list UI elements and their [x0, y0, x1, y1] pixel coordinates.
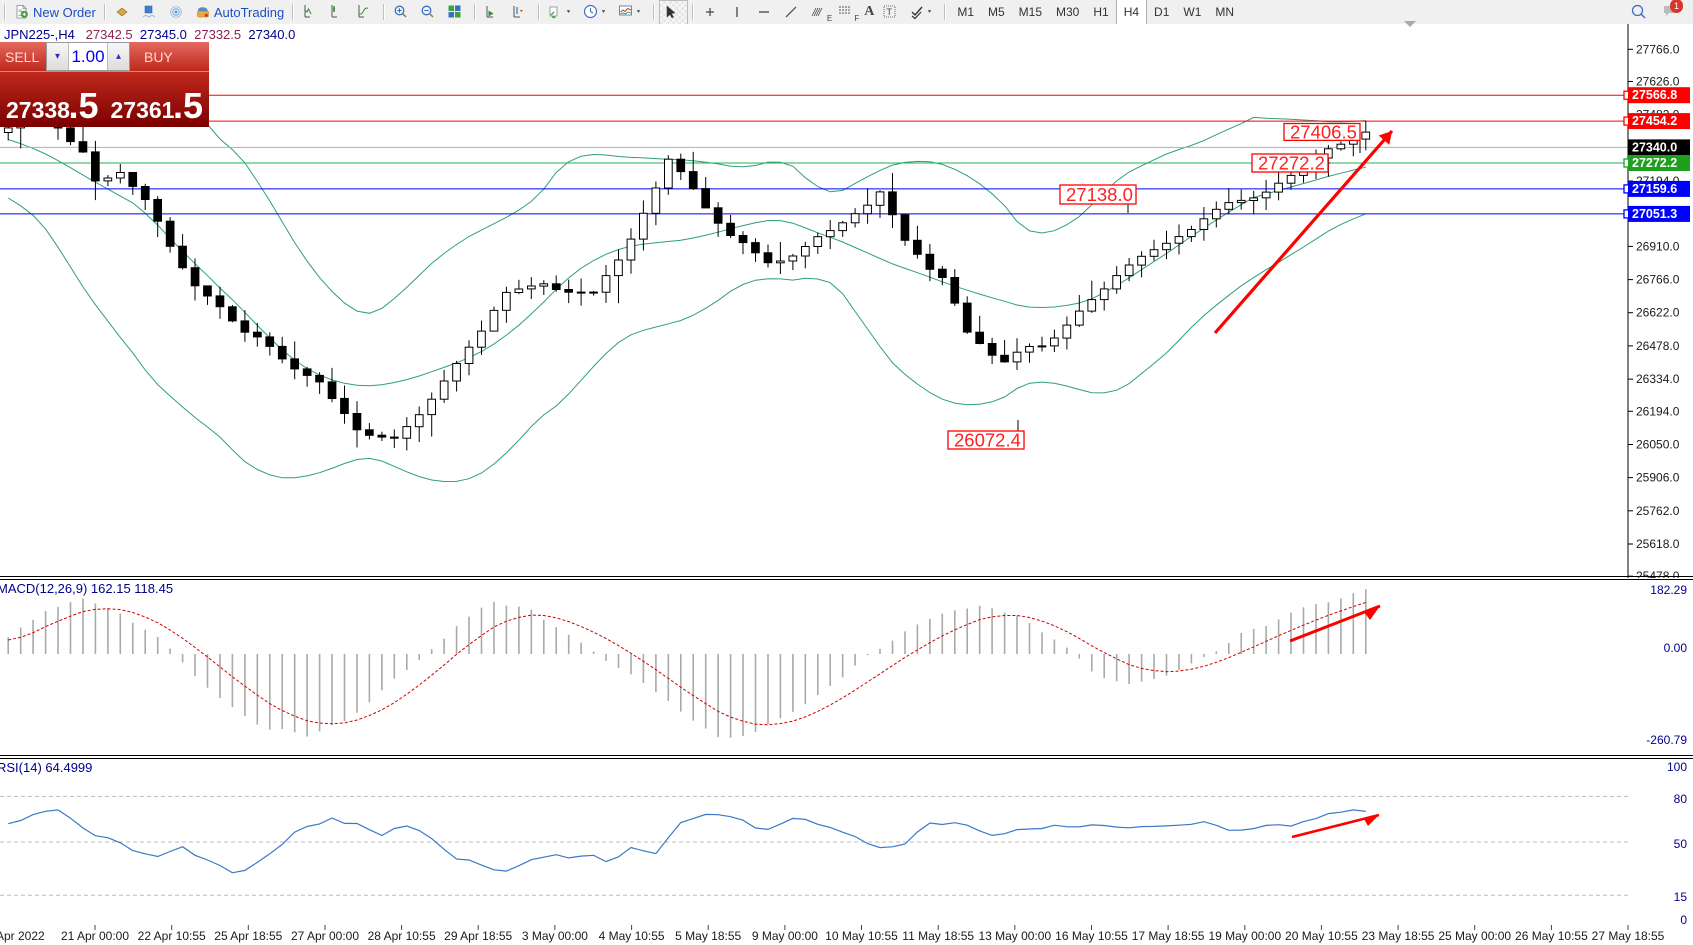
svg-text:27454.2: 27454.2 [1632, 114, 1677, 128]
svg-text:17 May 18:55: 17 May 18:55 [1132, 929, 1205, 943]
svg-text:27051.3: 27051.3 [1632, 207, 1677, 221]
svg-text:10 May 10:55: 10 May 10:55 [825, 929, 898, 943]
svg-text:5 May 18:55: 5 May 18:55 [675, 929, 741, 943]
svg-text:27159.6: 27159.6 [1632, 182, 1677, 196]
svg-text:19 May 00:00: 19 May 00:00 [1208, 929, 1281, 943]
svg-text:16 May 10:55: 16 May 10:55 [1055, 929, 1128, 943]
svg-text:25618.0: 25618.0 [1636, 537, 1680, 551]
svg-text:27566.8: 27566.8 [1632, 88, 1677, 102]
svg-text:25762.0: 25762.0 [1636, 504, 1680, 518]
svg-text:23 May 18:55: 23 May 18:55 [1362, 929, 1435, 943]
svg-text:26478.0: 26478.0 [1636, 339, 1680, 353]
svg-text:13 May 00:00: 13 May 00:00 [978, 929, 1051, 943]
svg-text:26 May 10:55: 26 May 10:55 [1515, 929, 1588, 943]
svg-text:25906.0: 25906.0 [1636, 471, 1680, 485]
svg-text:3 May 00:00: 3 May 00:00 [522, 929, 588, 943]
svg-text:28 Apr 10:55: 28 Apr 10:55 [368, 929, 436, 943]
svg-text:4 May 10:55: 4 May 10:55 [599, 929, 665, 943]
svg-text:27138.0: 27138.0 [1066, 184, 1133, 205]
svg-text:26194.0: 26194.0 [1636, 404, 1680, 418]
svg-text:9 May 00:00: 9 May 00:00 [752, 929, 818, 943]
svg-text:27766.0: 27766.0 [1636, 42, 1680, 56]
svg-text:26622.0: 26622.0 [1636, 306, 1680, 320]
svg-text:22 Apr 10:55: 22 Apr 10:55 [138, 929, 206, 943]
svg-text:20 May 10:55: 20 May 10:55 [1285, 929, 1358, 943]
svg-text:29 Apr 18:55: 29 Apr 18:55 [444, 929, 512, 943]
svg-text:Apr 2022: Apr 2022 [0, 929, 45, 943]
svg-text:T: T [887, 7, 893, 17]
svg-text:25 Apr 18:55: 25 Apr 18:55 [214, 929, 282, 943]
svg-text:27 May 18:55: 27 May 18:55 [1592, 929, 1665, 943]
svg-text:11 May 18:55: 11 May 18:55 [902, 929, 974, 943]
svg-text:26050.0: 26050.0 [1636, 438, 1680, 452]
svg-text:27272.2: 27272.2 [1632, 156, 1677, 170]
svg-text:27406.5: 27406.5 [1290, 122, 1357, 143]
svg-text:27272.2: 27272.2 [1258, 153, 1325, 174]
svg-text:26910.0: 26910.0 [1636, 239, 1680, 253]
svg-text:21 Apr 00:00: 21 Apr 00:00 [61, 929, 129, 943]
svg-text:27 Apr 00:00: 27 Apr 00:00 [291, 929, 359, 943]
svg-text:27626.0: 27626.0 [1636, 75, 1680, 89]
svg-text:26072.4: 26072.4 [954, 430, 1021, 451]
svg-text:25 May 00:00: 25 May 00:00 [1438, 929, 1511, 943]
svg-text:27340.0: 27340.0 [1632, 140, 1677, 154]
svg-text:26766.0: 26766.0 [1636, 273, 1680, 287]
svg-text:26334.0: 26334.0 [1636, 372, 1680, 386]
